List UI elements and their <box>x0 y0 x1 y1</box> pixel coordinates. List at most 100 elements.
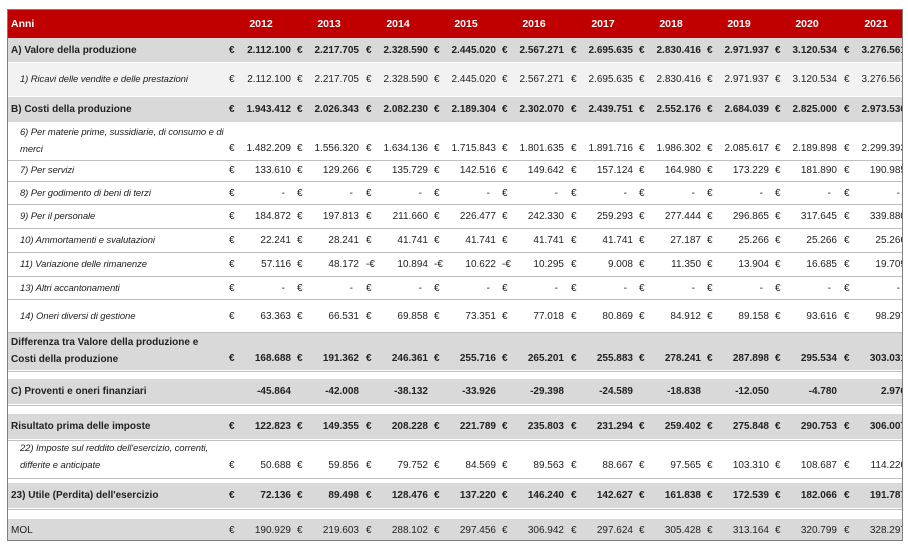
value-cell-2018: € - <box>637 182 705 204</box>
currency-symbol: € <box>571 44 577 56</box>
table-row-variazione-rimanenze: 11) Variazione delle rimanenze €57.116 €48… <box>8 253 902 276</box>
value-cell-2016: € - <box>500 182 568 204</box>
amount: 19.709 <box>875 259 903 270</box>
currency-symbol: € <box>775 104 781 115</box>
currency-symbol: € <box>297 235 303 246</box>
currency-symbol: € <box>502 282 508 294</box>
value-cell-2015: € - <box>432 277 500 299</box>
amount: - <box>691 282 695 294</box>
row-label: B) Costi della produzione <box>11 104 132 115</box>
currency-symbol: € <box>707 353 713 364</box>
currency-symbol: € <box>571 525 577 536</box>
value-cell-2016: €77.018 <box>500 300 568 332</box>
value-cell-2015: €221.789 <box>432 414 500 439</box>
currency-symbol: € <box>639 104 645 115</box>
value-cell-2014: -38.132 <box>364 379 432 404</box>
amount: 328.297 <box>869 525 903 536</box>
amount: 235.803 <box>527 421 564 432</box>
row-separator <box>8 478 902 479</box>
currency-symbol: € <box>639 460 645 471</box>
row-label: 23) Utile (Perdita) dell'esercizio <box>11 490 159 501</box>
value-cell-2020: €108.687 <box>773 439 841 477</box>
value-cell-2015: €297.456 <box>432 519 500 540</box>
value-cell-2017: €157.124 <box>569 160 637 180</box>
table-row-accantonamenti: 13) Altri accantonamenti € - € - € - € - € - € - € - € -… <box>8 277 902 299</box>
amount: 2.299.393 <box>861 143 903 154</box>
amount: 84.912 <box>670 310 701 322</box>
currency-symbol: € <box>775 143 781 154</box>
row-label: 1) Ricavi delle vendite e delle prestazi… <box>20 74 188 85</box>
value-cell-2019: € - <box>705 277 773 299</box>
value-cell-2020: €295.534 <box>773 333 841 370</box>
amount: 2.217.705 <box>314 74 360 85</box>
currency-symbol: € <box>366 44 372 56</box>
currency-symbol: € <box>229 460 235 471</box>
currency-symbol: -€ <box>434 259 443 270</box>
year-header-2012: 2012 <box>249 18 273 30</box>
row-label: Differenza tra Valore della produzione e… <box>11 337 199 365</box>
amount: -42.008 <box>325 386 359 397</box>
amount: 137.220 <box>459 490 496 501</box>
amount: 297.624 <box>596 525 633 536</box>
currency-symbol: € <box>571 490 577 501</box>
amount: 306.007 <box>869 421 903 432</box>
value-cell-2018: -18.838 <box>637 379 705 404</box>
amount: 182.066 <box>800 490 837 501</box>
amount: 89.498 <box>328 490 359 501</box>
row-separator <box>8 332 902 333</box>
amount: 77.018 <box>533 310 564 322</box>
value-cell-2012: €63.363 <box>227 300 295 332</box>
value-cell-2020: € - <box>773 277 841 299</box>
amount: 146.240 <box>527 490 564 501</box>
currency-symbol: € <box>775 187 781 199</box>
amount: 190.985 <box>869 164 903 176</box>
currency-symbol: € <box>571 104 577 115</box>
currency-symbol: € <box>707 310 713 322</box>
value-cell-2014: -€ 10.894 <box>364 253 432 276</box>
amount: 149.642 <box>527 164 564 176</box>
currency-symbol: € <box>639 143 645 154</box>
amount: 1.556.320 <box>314 143 360 154</box>
amount: 219.603 <box>322 525 359 536</box>
table-row-ricavi: 1) Ricavi delle vendite e delle prestazi… <box>8 63 902 96</box>
amount: - <box>554 282 558 294</box>
currency-symbol: € <box>502 143 508 154</box>
value-cell-2015: €2.445.020 <box>432 38 500 62</box>
currency-symbol: € <box>639 259 645 270</box>
currency-symbol: € <box>571 211 577 222</box>
value-cell-2017: €2.695.635 <box>569 63 637 96</box>
currency-symbol: € <box>844 460 850 471</box>
year-header-2015: 2015 <box>454 18 478 30</box>
amount: 255.883 <box>596 353 633 364</box>
amount: 2.026.343 <box>314 104 360 115</box>
row-label: 6) Per materie prime, sussidiarie, di co… <box>20 127 224 155</box>
currency-symbol: € <box>707 74 713 85</box>
value-cell-2015: €137.220 <box>432 483 500 508</box>
amount: -4.780 <box>808 386 837 397</box>
row-separator <box>8 181 902 182</box>
currency-symbol: € <box>434 164 440 176</box>
currency-symbol: € <box>775 259 781 270</box>
currency-symbol: € <box>639 353 645 364</box>
currency-symbol: € <box>571 282 577 294</box>
value-cell-2013: -42.008 <box>295 379 363 404</box>
currency-symbol: € <box>366 187 372 199</box>
amount: 2.567.271 <box>519 44 565 56</box>
currency-symbol: € <box>502 187 508 199</box>
row-separator <box>8 405 902 406</box>
currency-symbol: € <box>297 143 303 154</box>
currency-symbol: € <box>434 282 440 294</box>
currency-symbol: € <box>707 164 713 176</box>
value-cell-2021: €114.220 <box>842 439 902 477</box>
amount: 287.898 <box>732 353 769 364</box>
row-label: 13) Altri accantonamenti <box>20 282 120 294</box>
amount: 313.164 <box>732 525 769 536</box>
amount: 108.687 <box>800 460 837 471</box>
value-cell-2016: -29.398 <box>500 379 568 404</box>
currency-symbol: € <box>844 282 850 294</box>
value-cell-2019: €172.539 <box>705 483 773 508</box>
currency-symbol: € <box>366 164 372 176</box>
amount: - <box>759 187 763 199</box>
currency-symbol: € <box>434 353 440 364</box>
currency-symbol: € <box>639 187 645 199</box>
